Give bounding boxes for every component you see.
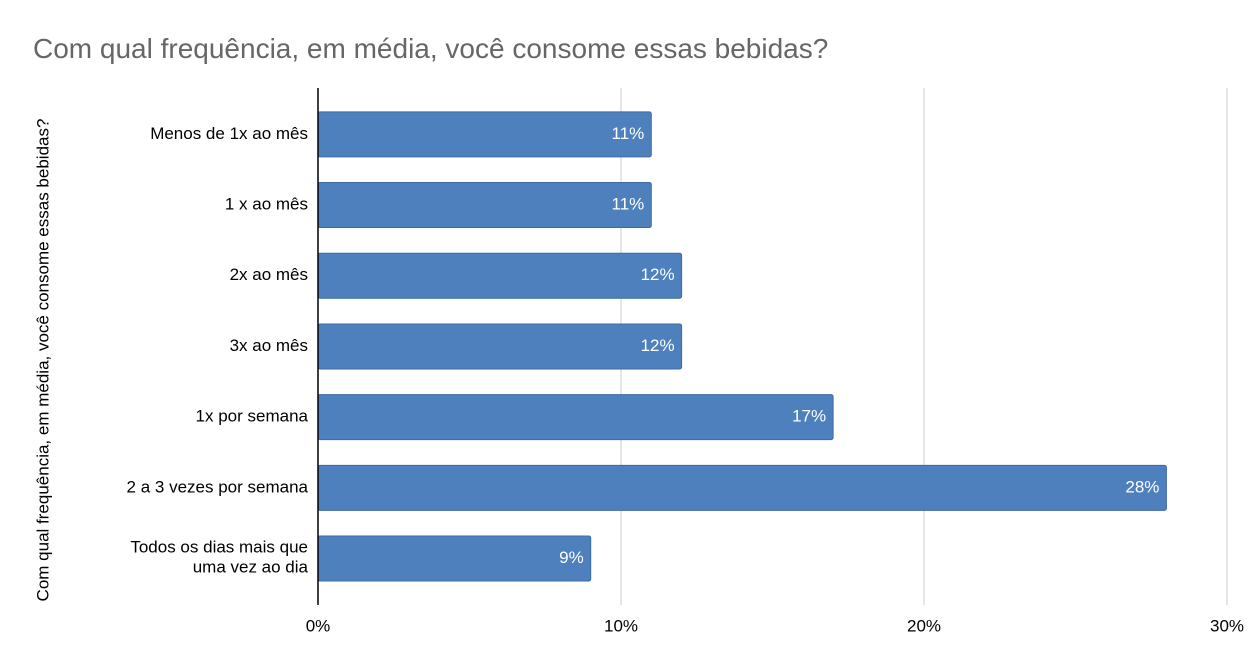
value-label: 12%: [641, 265, 675, 284]
y-axis-title: Com qual frequência, em média, você cons…: [33, 119, 52, 602]
value-label: 28%: [1125, 477, 1159, 496]
y-tick-label: 3x ao mês: [230, 336, 308, 355]
chart-title: Com qual frequência, em média, você cons…: [33, 33, 828, 64]
y-tick-label: 1 x ao mês: [225, 195, 308, 214]
bar: [317, 394, 834, 441]
x-tick-label: 0%: [306, 616, 331, 635]
bar: [317, 535, 592, 582]
x-tick-label: 10%: [604, 616, 638, 635]
bar: [317, 252, 683, 299]
bar: [317, 182, 652, 229]
y-tick-label: Menos de 1x ao mês: [150, 124, 308, 143]
value-label: 11%: [612, 124, 645, 143]
x-tick-label: 20%: [907, 616, 941, 635]
y-tick-label: 1x por semana: [196, 407, 309, 426]
value-label: 17%: [792, 407, 826, 426]
y-tick-label: 2 a 3 vezes por semana: [127, 477, 309, 496]
value-label: 9%: [559, 548, 584, 567]
bar: [317, 464, 1167, 511]
value-label: 12%: [641, 336, 675, 355]
bar: [317, 111, 652, 158]
x-tick-label: 30%: [1210, 616, 1244, 635]
y-tick-label: Todos os dias mais que uma vez ao dia: [130, 538, 308, 577]
bar: [317, 323, 683, 370]
value-label: 11%: [612, 195, 645, 214]
y-tick-label: 2x ao mês: [230, 265, 308, 284]
